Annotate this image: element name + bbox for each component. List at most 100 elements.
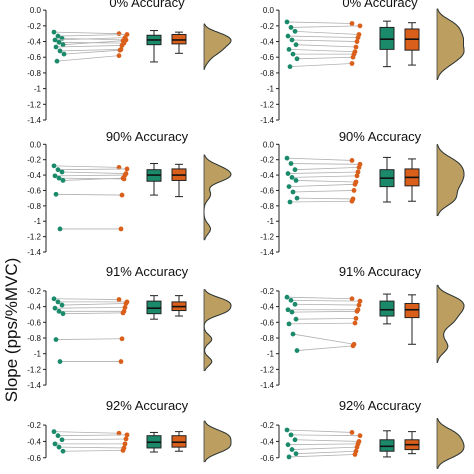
point-group-b	[349, 430, 355, 435]
pair-connector	[291, 310, 358, 313]
pair-connector	[291, 39, 358, 42]
point-group-b	[123, 301, 129, 306]
pair-connector	[295, 44, 357, 48]
point-group-b	[349, 296, 355, 302]
point-group-a	[53, 44, 59, 50]
boxplot-group-a	[379, 20, 395, 68]
y-tick-label: -1.4	[27, 248, 41, 257]
point-group-b	[122, 441, 128, 447]
density-outline	[437, 8, 465, 80]
pair-connector	[286, 21, 353, 24]
y-tick-label: -0.6	[27, 318, 41, 327]
y-tick-label: -0.6	[260, 454, 274, 463]
pair-connector	[295, 450, 357, 455]
boxplot-group-b	[171, 295, 187, 317]
y-tick-label: -0.8	[260, 69, 274, 78]
point-group-b	[124, 166, 130, 172]
y-tick-label: -0.4	[260, 303, 274, 312]
point-group-a	[57, 226, 63, 232]
point-group-b	[353, 315, 359, 321]
y-tick-label: -0.4	[260, 437, 274, 446]
boxplot-group-b	[171, 431, 187, 452]
point-group-a	[51, 163, 57, 169]
point-group-a	[294, 195, 300, 201]
point-group-b	[123, 436, 129, 442]
point-group-a	[55, 167, 61, 173]
y-tick-label: -1	[34, 350, 42, 359]
y-tick-label: -1.2	[27, 233, 41, 242]
point-group-b	[349, 61, 355, 66]
point-group-b	[349, 21, 355, 26]
pair-connector	[53, 298, 120, 300]
point-group-a	[293, 42, 299, 48]
y-tick-label: -0.4	[260, 171, 274, 180]
panel-4: 90% Accuracy 0.0 -0.2 -0.4 -0.6 -0.8 -1 -1.2 -1.…	[260, 129, 465, 257]
point-group-b	[120, 175, 126, 181]
y-tick-label: -0.8	[27, 69, 41, 78]
point-group-a	[56, 39, 62, 45]
panel-title: 92% Accuracy	[106, 398, 189, 413]
pair-connector	[287, 171, 359, 174]
boxplot-group-b	[404, 158, 420, 202]
point-group-a	[55, 33, 61, 39]
y-tick-label: -0.6	[260, 53, 274, 62]
density-cloud	[204, 289, 231, 371]
point-group-a	[53, 337, 59, 342]
point-group-b	[352, 320, 358, 326]
pair-connector	[290, 299, 361, 302]
point-group-a	[285, 307, 291, 313]
point-group-a	[293, 316, 299, 322]
point-group-b	[350, 343, 356, 349]
point-group-a	[56, 444, 62, 450]
point-group-a	[61, 51, 67, 57]
point-group-a	[52, 305, 58, 311]
pair-connector	[54, 307, 126, 309]
boxplot-group-a	[379, 430, 395, 458]
pair-connector	[61, 438, 127, 441]
y-tick-label: -0.4	[27, 38, 41, 47]
point-group-b	[352, 181, 358, 187]
boxplot-group-a	[146, 295, 162, 320]
y-tick-label: -0.2	[27, 421, 41, 430]
panel-2: 0% Accuracy 0.0 -0.2 -0.4 -0.6 -0.8 -1 -1.2 -1.4	[260, 0, 465, 125]
point-group-a	[52, 441, 58, 447]
point-group-a	[292, 301, 298, 307]
pair-connector	[289, 63, 353, 68]
y-tick-label: -1.2	[27, 365, 41, 374]
point-group-b	[357, 23, 363, 29]
point-group-a	[284, 427, 290, 433]
pair-connector	[286, 296, 353, 300]
pair-connector	[296, 345, 354, 351]
density-outline	[203, 289, 232, 372]
point-group-a	[60, 42, 66, 48]
y-tick-label: -0.4	[27, 171, 41, 180]
y-tick-label: -0.2	[260, 22, 274, 31]
density-outline	[203, 23, 232, 70]
panel-title: 90% Accuracy	[106, 129, 189, 144]
pair-connector	[53, 31, 120, 35]
pair-connector	[290, 163, 361, 165]
y-tick-label: -0.4	[27, 437, 41, 446]
density-cloud	[204, 154, 231, 241]
y-tick-label: -1.2	[260, 100, 274, 109]
panel-5: 91% Accuracy -0.2 -0.4 -0.6 -0.8 -1 -1.2 -1.4	[27, 264, 232, 390]
point-group-b	[354, 308, 360, 314]
y-tick-label: -0.4	[260, 38, 274, 47]
point-group-a	[285, 171, 291, 176]
y-tick-label: -1	[34, 85, 42, 94]
point-group-a	[286, 454, 292, 460]
panel-title: 0% Accuracy	[342, 0, 418, 10]
y-tick-label: -1.4	[260, 381, 274, 390]
y-tick-label: -0.2	[27, 156, 41, 165]
pair-connector	[57, 434, 128, 437]
point-group-b	[120, 310, 126, 316]
density-cloud	[437, 418, 464, 469]
y-tick-label: -0.8	[260, 202, 274, 211]
point-group-a	[52, 37, 58, 43]
panel-title: 91% Accuracy	[339, 264, 422, 279]
boxplot-group-a	[146, 163, 162, 196]
pair-connector	[55, 45, 123, 48]
point-group-a	[288, 25, 294, 30]
pair-connector	[286, 429, 353, 433]
pair-connector	[53, 165, 120, 168]
